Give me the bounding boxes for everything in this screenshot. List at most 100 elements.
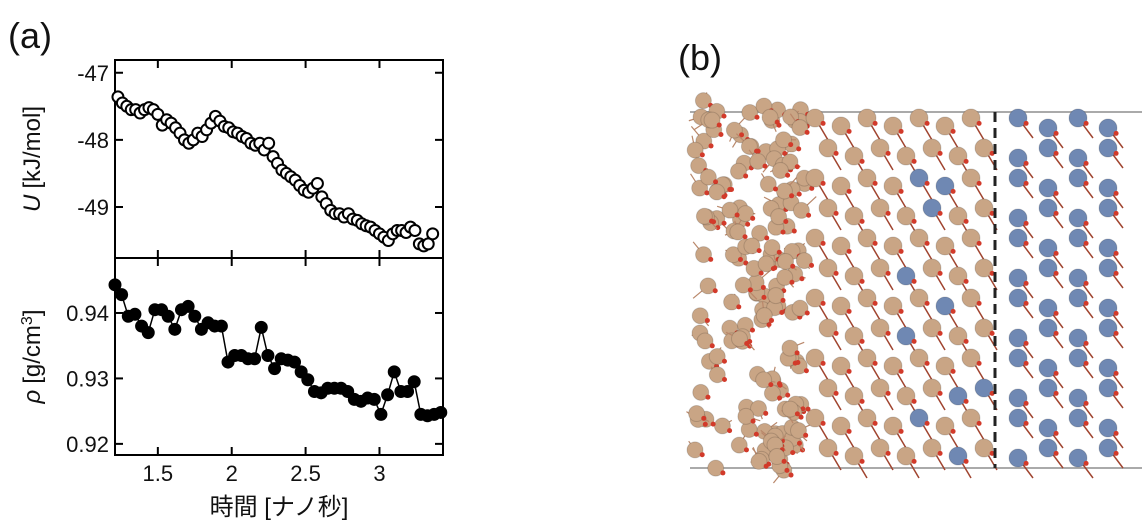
bond-h	[847, 189, 852, 194]
y-axis-label-part: [kJ/mol]	[19, 106, 46, 189]
bond-h	[873, 121, 878, 126]
bond-h	[757, 248, 762, 253]
x-tick-label: 3	[373, 461, 385, 486]
bond-h	[899, 129, 904, 134]
x-tick-label: 1.5	[143, 461, 174, 486]
bond-h	[873, 421, 878, 426]
data-point	[369, 394, 380, 405]
y-tick-label: 0.92	[66, 432, 109, 457]
bond-h	[977, 241, 982, 246]
bond-h	[784, 468, 789, 473]
bond-h	[777, 396, 782, 401]
bond-h	[771, 266, 776, 271]
bond-h	[1114, 311, 1119, 316]
bond-h	[964, 459, 969, 464]
bond-h	[886, 451, 891, 456]
bond-h	[1024, 361, 1029, 366]
bond-h	[847, 309, 852, 314]
bond-h	[951, 129, 956, 134]
y-axis-label: ρ[g/cm3]	[19, 309, 47, 404]
bond-h	[1084, 221, 1089, 226]
data-point	[427, 228, 438, 239]
bond-h	[1114, 151, 1119, 156]
bond-h	[834, 271, 839, 276]
bond-h	[799, 276, 804, 281]
bond-h	[886, 211, 891, 216]
data-point	[216, 321, 227, 332]
data-point	[409, 376, 420, 387]
bond-h	[783, 219, 788, 224]
bond-h	[700, 152, 705, 157]
bond-h	[860, 219, 865, 224]
bond-h	[1084, 281, 1089, 286]
bond-h	[750, 216, 755, 221]
bond-h	[938, 211, 943, 216]
bond-h	[964, 399, 969, 404]
data-point	[169, 324, 180, 335]
bond-h	[789, 193, 794, 198]
bond-h	[1024, 221, 1029, 226]
bond-h	[1054, 331, 1059, 336]
bond-h	[886, 391, 891, 396]
bond-h	[834, 151, 839, 156]
bond-h	[797, 441, 802, 446]
data-point	[269, 363, 280, 374]
bond-h	[925, 361, 930, 366]
bond-h	[748, 287, 753, 292]
bond-h	[1084, 301, 1089, 306]
bond-h	[777, 250, 782, 255]
data-point	[163, 311, 174, 322]
y-axis-label-part: U	[19, 194, 46, 212]
bond-h	[899, 249, 904, 254]
bond-h	[938, 151, 943, 156]
bond-h	[809, 263, 814, 268]
bond-h	[789, 280, 794, 285]
bond-h	[1084, 181, 1089, 186]
data-point	[143, 327, 154, 338]
bond-h	[873, 361, 878, 366]
bond-h	[925, 301, 930, 306]
bond-h	[797, 192, 802, 197]
bond-h	[1084, 241, 1089, 246]
bond-h	[834, 391, 839, 396]
bond-h	[951, 309, 956, 314]
bond-h	[709, 143, 714, 148]
bond-h	[1054, 191, 1059, 196]
bond-h	[727, 428, 732, 433]
panel-label: (a)	[8, 15, 52, 56]
bond-h	[847, 129, 852, 134]
bond-h	[793, 361, 798, 366]
bond-h	[1024, 281, 1029, 286]
bond-h	[727, 187, 732, 192]
bond-h	[1054, 131, 1059, 136]
bond-h	[773, 186, 778, 191]
bond-h	[938, 331, 943, 336]
bond-h	[788, 142, 793, 147]
bond-h	[806, 213, 811, 218]
bond-h	[769, 318, 774, 323]
bond-h	[873, 241, 878, 246]
bond-h	[912, 219, 917, 224]
bond-h	[912, 279, 917, 284]
data-point	[110, 279, 121, 290]
bond-h	[754, 432, 759, 437]
bond-h	[790, 264, 795, 269]
bond-h	[951, 249, 956, 254]
chart: -47-48-49U[kJ/mol]	[19, 60, 443, 258]
bond-h	[938, 271, 943, 276]
y-axis-label-part: ]	[19, 309, 46, 316]
bond-h	[721, 194, 726, 199]
bond-h	[722, 377, 727, 382]
y-tick-label: 0.94	[66, 301, 109, 326]
data-point	[375, 409, 386, 420]
data-point	[402, 386, 413, 397]
x-tick-label: 2	[226, 461, 238, 486]
data-point	[262, 350, 273, 361]
bond-h	[718, 132, 723, 137]
bond-h	[821, 361, 826, 366]
data-point	[435, 407, 446, 418]
bond-h	[847, 249, 852, 254]
bond-h	[795, 350, 800, 355]
bond-h	[886, 271, 891, 276]
